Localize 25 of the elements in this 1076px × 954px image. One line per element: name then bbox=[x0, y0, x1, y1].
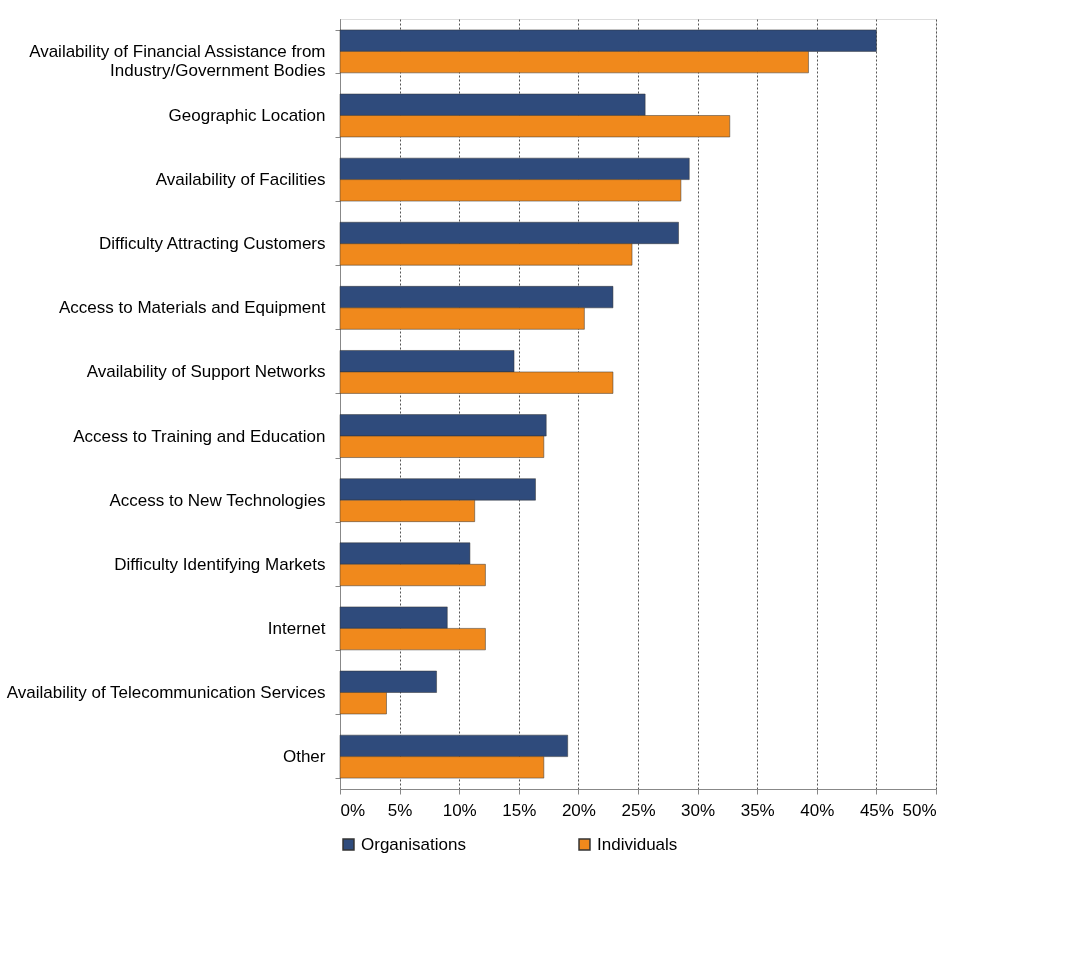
x-tick-label: 40% bbox=[800, 800, 835, 820]
y-tick-label: Access to Materials and Equipment bbox=[59, 298, 326, 318]
x-tick-label: 35% bbox=[740, 800, 775, 820]
y-tick-label: Availability of Facilities bbox=[155, 170, 326, 190]
x-tick-label: 15% bbox=[502, 800, 537, 820]
y-tick-label: Difficulty Attracting Customers bbox=[99, 234, 326, 254]
y-tick-label: Internet bbox=[267, 618, 326, 638]
y-tick-label: Access to Training and Education bbox=[73, 426, 326, 446]
legend-label: Individuals bbox=[597, 834, 678, 854]
x-tick-label: 25% bbox=[621, 800, 656, 820]
legend-label: Organisations bbox=[361, 834, 466, 854]
y-tick-label: Access to New Technologies bbox=[109, 490, 326, 510]
x-tick-label: 0% bbox=[340, 800, 366, 820]
x-tick-label: 45% bbox=[859, 800, 894, 820]
y-tick-label: Availability of Financial Assistance from Industry/Government Bodies bbox=[29, 41, 326, 80]
y-tick-label: Availability of Telecommunication Services bbox=[6, 683, 326, 703]
x-tick-label: 5% bbox=[387, 800, 413, 820]
x-tick-label: 50% bbox=[902, 800, 937, 820]
y-tick-label: Availability of Support Networks bbox=[86, 362, 326, 382]
y-tick-label: Other bbox=[282, 747, 326, 767]
x-tick-label: 30% bbox=[681, 800, 716, 820]
x-tick-label: 10% bbox=[442, 800, 477, 820]
x-tick-label: 20% bbox=[561, 800, 596, 820]
y-tick-label: Geographic Location bbox=[168, 105, 326, 125]
y-tick-label: Difficulty Identifying Markets bbox=[114, 554, 326, 574]
